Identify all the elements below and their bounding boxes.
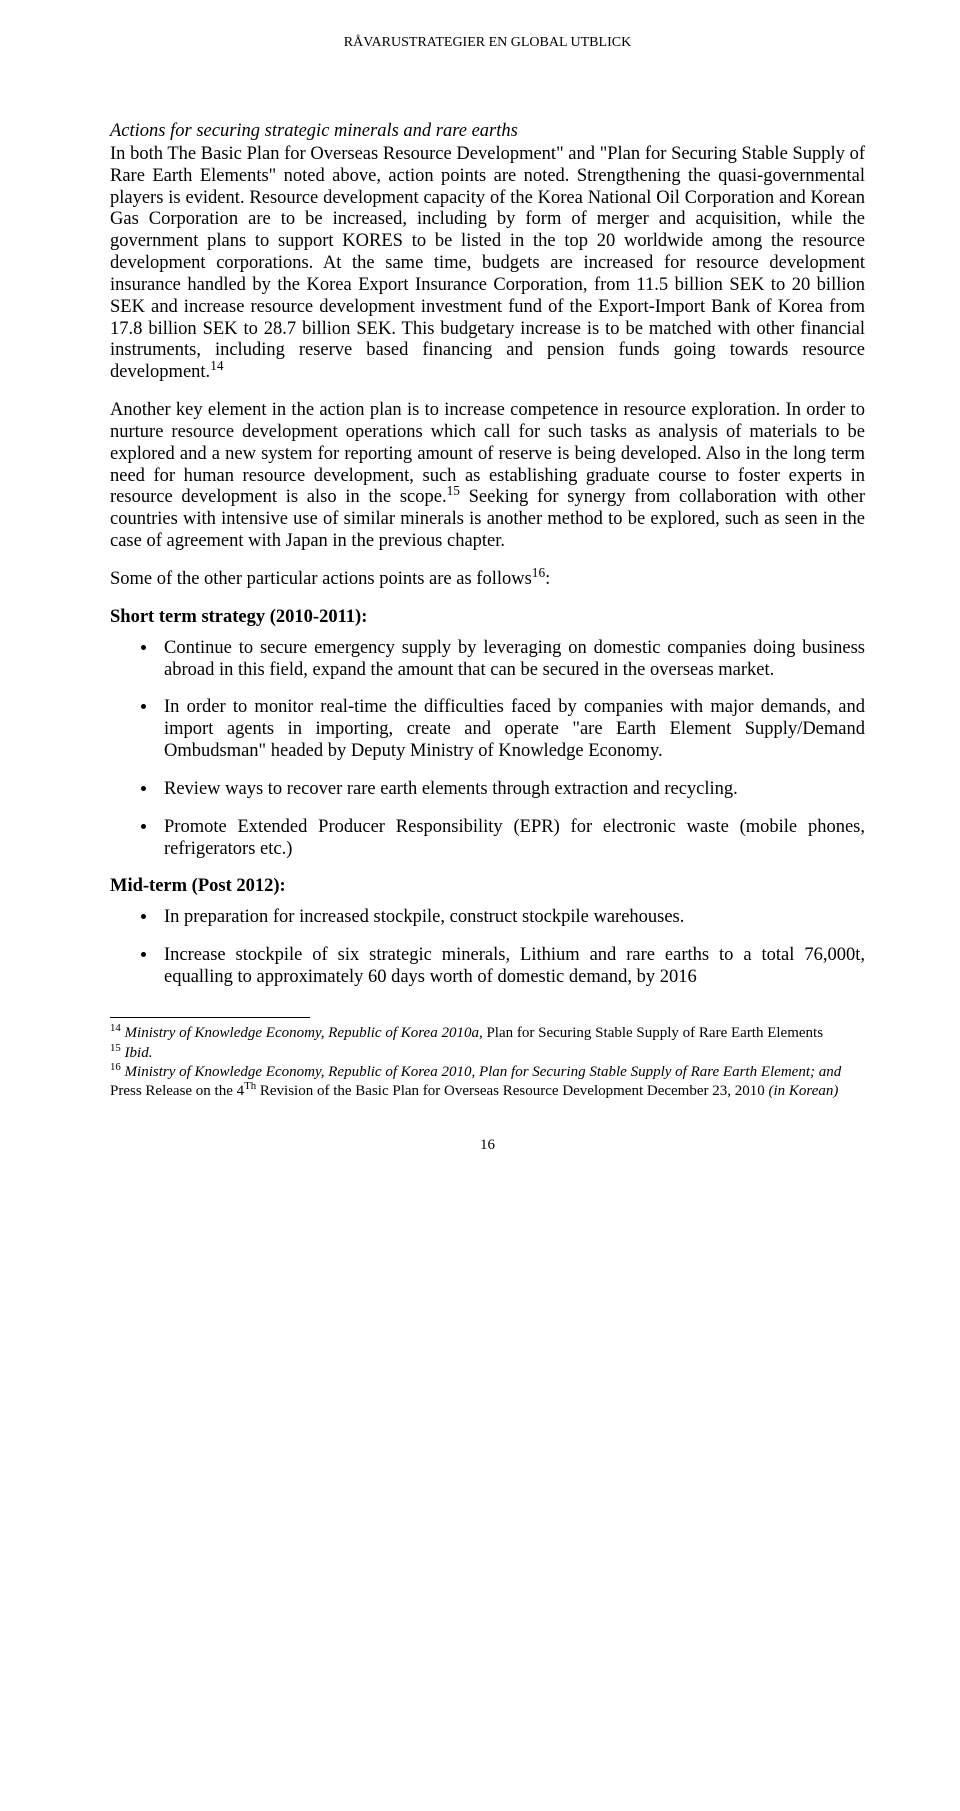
mid-term-list: In preparation for increased stockpile, …	[110, 907, 865, 988]
paragraph-1-text: In both The Basic Plan for Overseas Reso…	[110, 144, 865, 382]
list-item: Promote Extended Producer Responsibility…	[158, 817, 865, 861]
list-item: In order to monitor real-time the diffic…	[158, 697, 865, 762]
paragraph-3: Some of the other particular actions poi…	[110, 569, 865, 591]
footnote-text-a: Press Release on the 4	[110, 1083, 244, 1099]
footnote-italic: Ministry of Knowledge Economy, Republic …	[121, 1025, 487, 1041]
page-number: 16	[110, 1137, 865, 1154]
footnote-italic-b: (in Korean)	[769, 1083, 839, 1099]
list-item: In preparation for increased stockpile, …	[158, 907, 865, 929]
footnote-num: 16	[110, 1061, 121, 1073]
document-page: RÅVARUSTRATEGIER EN GLOBAL UTBLICK Actio…	[0, 0, 960, 1204]
paragraph-3-text-a: Some of the other particular actions poi…	[110, 569, 532, 589]
footnote-text-b: Revision of the Basic Plan for Overseas …	[256, 1083, 768, 1099]
footnote-ref-15: 15	[447, 483, 460, 498]
running-header: RÅVARUSTRATEGIER EN GLOBAL UTBLICK	[110, 35, 865, 51]
short-term-list: Continue to secure emergency supply by l…	[110, 638, 865, 861]
footnote-italic-a: Ministry of Knowledge Economy, Republic …	[121, 1064, 841, 1080]
footnote-ref-16: 16	[532, 565, 545, 580]
footnote-15: 15 Ibid.	[110, 1044, 865, 1063]
list-item: Continue to secure emergency supply by l…	[158, 638, 865, 682]
short-term-heading: Short term strategy (2010-2011):	[110, 607, 865, 628]
paragraph-1: In both The Basic Plan for Overseas Reso…	[110, 144, 865, 384]
paragraph-2: Another key element in the action plan i…	[110, 400, 865, 553]
footnote-separator	[110, 1017, 310, 1018]
mid-term-heading: Mid-term (Post 2012):	[110, 876, 865, 897]
list-item: Review ways to recover rare earth elemen…	[158, 779, 865, 801]
list-item: Increase stockpile of six strategic mine…	[158, 945, 865, 989]
footnote-num: 15	[110, 1042, 121, 1054]
footnote-ref-14: 14	[210, 358, 223, 373]
footnote-text: Plan for Securing Stable Supply of Rare …	[486, 1025, 823, 1041]
footnote-text: Ibid.	[121, 1045, 153, 1061]
section-heading: Actions for securing strategic minerals …	[110, 121, 865, 142]
footnote-16: 16 Ministry of Knowledge Economy, Republ…	[110, 1063, 865, 1101]
paragraph-3-text-b: :	[545, 569, 550, 589]
footnote-num: 14	[110, 1022, 121, 1034]
footnote-th: Th	[244, 1080, 256, 1092]
footnote-14: 14 Ministry of Knowledge Economy, Republ…	[110, 1024, 865, 1043]
